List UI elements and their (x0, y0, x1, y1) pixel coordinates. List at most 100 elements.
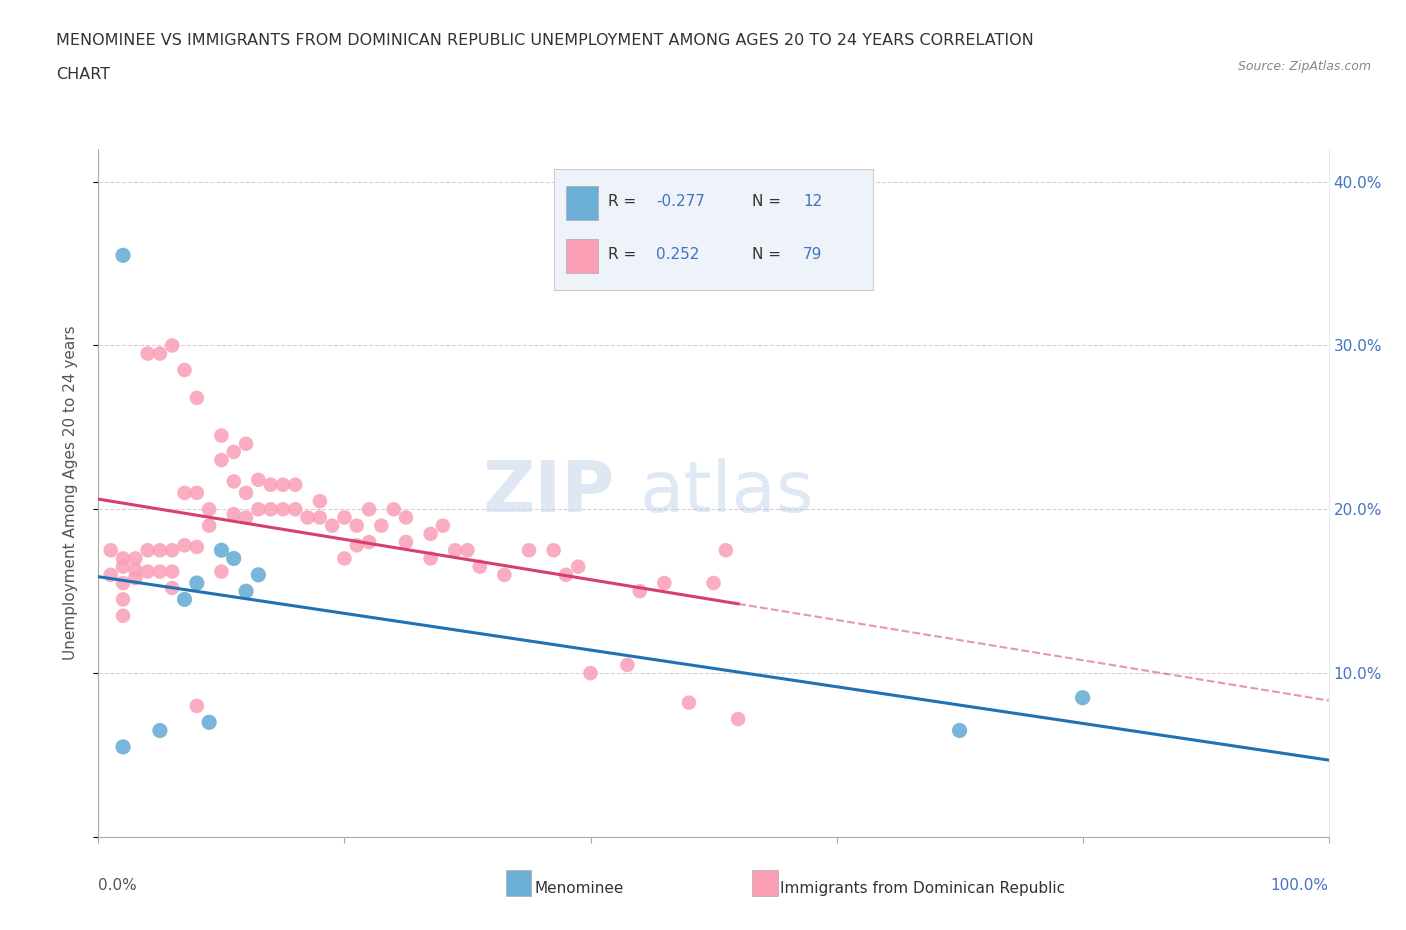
Text: Source: ZipAtlas.com: Source: ZipAtlas.com (1237, 60, 1371, 73)
Point (112, 608, 135, 623)
Point (222, 551, 245, 565)
Point (235, 485, 257, 500)
Point (211, 453, 233, 468)
Point (149, 346, 172, 361)
Point (136, 346, 159, 361)
Point (211, 428, 233, 443)
Point (235, 436, 257, 451)
Point (211, 543, 233, 558)
Point (162, 580, 183, 595)
Point (297, 510, 319, 525)
Point (260, 477, 283, 492)
Point (173, 363, 195, 378)
Point (124, 563, 146, 578)
Point (136, 565, 159, 579)
Point (186, 698, 208, 713)
Point (124, 551, 146, 565)
Point (517, 543, 540, 558)
Point (346, 518, 368, 533)
Point (628, 584, 651, 599)
Point (271, 502, 294, 517)
Point (555, 567, 578, 582)
Point (149, 543, 172, 558)
Point (186, 485, 208, 500)
Point (235, 510, 257, 525)
Point (173, 485, 195, 500)
Point (222, 474, 245, 489)
Point (1071, 690, 1094, 705)
Text: Menominee: Menominee (534, 881, 624, 896)
Point (198, 502, 221, 517)
Point (112, 559, 135, 574)
Point (235, 584, 257, 599)
Point (567, 559, 589, 574)
Point (432, 518, 454, 533)
Point (727, 711, 749, 726)
Point (100, 567, 122, 582)
Point (444, 543, 467, 558)
Text: ZIP: ZIP (482, 458, 616, 527)
Text: CHART: CHART (56, 67, 110, 82)
Point (309, 494, 332, 509)
Point (162, 565, 183, 579)
Point (222, 507, 245, 522)
Point (198, 518, 221, 533)
Point (419, 526, 441, 541)
Point (247, 472, 270, 487)
Point (186, 576, 208, 591)
Point (222, 445, 245, 459)
Point (419, 551, 441, 565)
Point (456, 543, 478, 558)
Point (162, 543, 183, 558)
Point (149, 723, 172, 737)
Point (543, 543, 565, 558)
Point (271, 477, 294, 492)
Point (284, 477, 307, 492)
Point (149, 565, 172, 579)
Point (112, 576, 135, 591)
Point (124, 571, 146, 586)
Point (370, 518, 392, 533)
Point (382, 502, 405, 517)
Point (112, 551, 135, 565)
Point (198, 715, 221, 730)
Text: 100.0%: 100.0% (1271, 878, 1329, 894)
Point (703, 576, 725, 591)
Point (321, 518, 343, 533)
Point (714, 543, 737, 558)
Point (333, 510, 356, 525)
Point (247, 502, 270, 517)
Point (654, 576, 676, 591)
Point (211, 565, 233, 579)
Point (247, 567, 270, 582)
Point (678, 696, 700, 711)
Point (173, 538, 195, 552)
Point (949, 723, 972, 737)
Point (494, 567, 516, 582)
Point (173, 592, 195, 607)
Point (395, 510, 418, 525)
Point (112, 592, 135, 607)
Point (100, 543, 122, 558)
Point (186, 539, 208, 554)
Point (260, 502, 283, 517)
Point (309, 510, 332, 525)
Y-axis label: Unemployment Among Ages 20 to 24 years: Unemployment Among Ages 20 to 24 years (63, 326, 77, 660)
Point (112, 248, 135, 263)
Text: Immigrants from Dominican Republic: Immigrants from Dominican Republic (780, 881, 1066, 896)
Point (284, 502, 307, 517)
Text: MENOMINEE VS IMMIGRANTS FROM DOMINICAN REPUBLIC UNEMPLOYMENT AMONG AGES 20 TO 24: MENOMINEE VS IMMIGRANTS FROM DOMINICAN R… (56, 33, 1033, 47)
Point (136, 543, 159, 558)
Point (186, 391, 208, 405)
Text: atlas: atlas (640, 458, 814, 527)
Point (162, 338, 183, 352)
Point (468, 559, 491, 574)
Point (346, 538, 368, 552)
Point (616, 658, 638, 672)
Point (359, 502, 381, 517)
Point (579, 666, 602, 681)
Point (395, 535, 418, 550)
Point (359, 535, 381, 550)
Point (112, 739, 135, 754)
Point (333, 551, 356, 565)
